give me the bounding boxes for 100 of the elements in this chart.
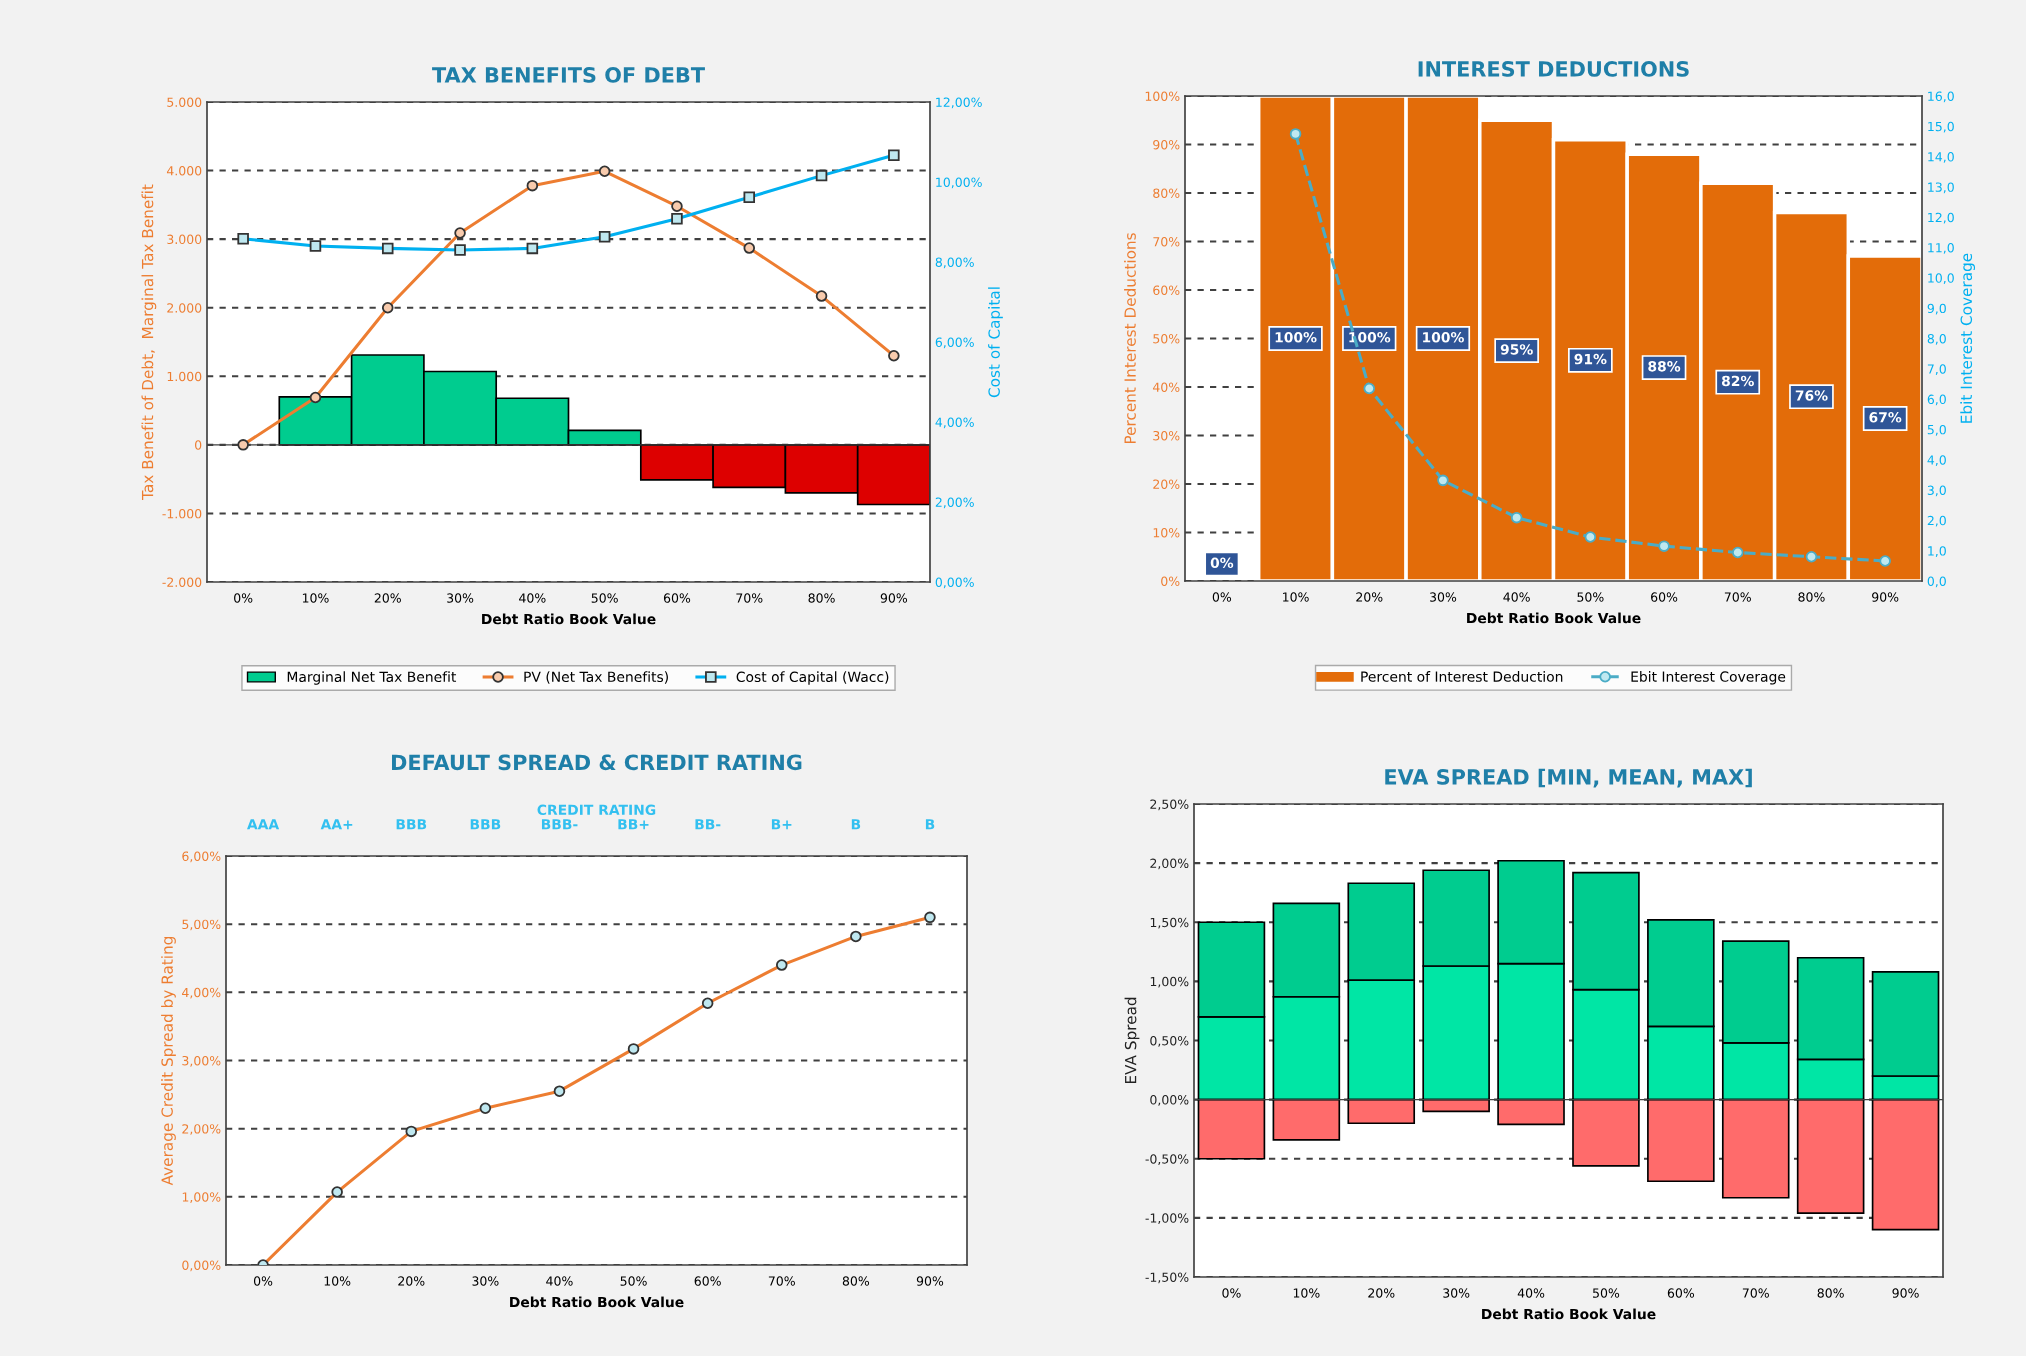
x2-axis-title: CREDIT RATING: [537, 804, 656, 816]
x-tick-label: 30%: [1430, 592, 1457, 602]
y-axis-title: Average Credit Spread by Rating: [161, 936, 176, 1186]
legend-label: Cost of Capital (Wacc): [736, 671, 889, 685]
y-tick-label: 4.000: [166, 166, 202, 176]
text: B: [851, 819, 861, 830]
y2-tick-label: 13,0: [1928, 182, 1954, 194]
y-tick-label: 90%: [1153, 139, 1180, 150]
x-tick-label: 10%: [324, 1276, 351, 1286]
y-tick-label: 0%: [1161, 576, 1180, 586]
y-tick-label: 0,50%: [1150, 1035, 1189, 1047]
chart-title: INTEREST DEDUCTIONS: [1418, 61, 1689, 77]
y-tick-label: 1,50%: [1150, 917, 1189, 929]
x-tick-label: 60%: [663, 593, 691, 603]
data-label: 88%: [1648, 361, 1681, 372]
y2-tick-label: 8,00%: [935, 257, 974, 269]
x-tick-label: 80%: [842, 1276, 870, 1286]
y2-axis-title: Cost of Capital: [988, 287, 1003, 398]
y-tick-label: 1,00%: [182, 1192, 221, 1204]
x-tick-label: 70%: [768, 1276, 795, 1286]
x-tick-label: 70%: [736, 593, 763, 603]
x-tick-label: 10%: [1283, 592, 1309, 602]
y2-tick-label: 6,0: [1927, 394, 1946, 406]
text: AAA: [246, 819, 280, 830]
y-tick-label: -1,00%: [1145, 1213, 1189, 1225]
x-tick-label: 50%: [1577, 592, 1604, 602]
x-tick-label: 40%: [546, 1276, 573, 1286]
y-tick-label: -2.000: [162, 577, 202, 587]
point: [1805, 550, 1818, 563]
data-label: 91%: [1574, 353, 1607, 365]
y2-tick-label: 8,0: [1927, 333, 1946, 345]
data-label: 82%: [1721, 375, 1754, 387]
y2-tick-label: 12,0: [1928, 212, 1954, 224]
x-tick-label: 20%: [374, 593, 401, 603]
y-tick-label: 40%: [1152, 382, 1180, 392]
y-tick-label: 1.000: [167, 371, 202, 382]
x-tick-label: 30%: [447, 593, 474, 603]
x-tick-label: 30%: [472, 1276, 499, 1286]
y2-tick-label: 0,0: [1927, 576, 1946, 588]
text: BBB: [470, 819, 501, 830]
y-tick-label: 0,00%: [182, 1260, 221, 1272]
y-tick-label: 2,00%: [1150, 858, 1189, 870]
point: [1437, 474, 1449, 487]
x-tick-label: 50%: [1593, 1288, 1620, 1298]
text: BBB: [396, 819, 427, 830]
y2-tick-label: 10,00%: [936, 177, 982, 189]
y-tick-label: 3.000: [167, 234, 202, 245]
y2-tick-label: 9,0: [1927, 303, 1946, 315]
x-tick-label: 10%: [302, 593, 329, 603]
y2-tick-label: 6,00%: [935, 337, 974, 349]
y2-tick-label: 0,00%: [935, 577, 974, 589]
y2-tick-label: 2,0: [1927, 515, 1946, 527]
y2-tick-label: 10,0: [1928, 273, 1954, 285]
text: BBB-: [541, 819, 578, 830]
legend-label: Marginal Net Tax Benefit: [287, 671, 457, 685]
x-tick-label: 80%: [808, 593, 835, 603]
y-tick-label: 2.000: [167, 303, 202, 313]
text: Percent of Interest Deduction: [1361, 671, 1563, 682]
x-tick-label: 80%: [1798, 592, 1825, 602]
text: BB+: [618, 819, 649, 830]
y-tick-label: 5.000: [167, 97, 202, 107]
y2-tick-label: 12,00%: [936, 97, 982, 109]
y-tick-label: 6,00%: [182, 851, 221, 863]
y-tick-label: -0,50%: [1145, 1154, 1189, 1165]
chart-title: EVA SPREAD [MIN, MEAN, MAX]: [1385, 768, 1752, 788]
x-tick-label: 40%: [1517, 1288, 1545, 1298]
y-tick-label: 20%: [1153, 479, 1180, 489]
y2-tick-label: 14,0: [1928, 152, 1954, 163]
x-tick-label: 0%: [253, 1276, 273, 1286]
x-tick-label: 40%: [1503, 592, 1530, 602]
y-axis-title: Percent Interest Deductions: [1124, 233, 1136, 444]
x-tick-label: 40%: [519, 593, 546, 603]
text: B: [925, 819, 935, 830]
x-tick-label: 0%: [1212, 592, 1232, 602]
x-axis-title: Debt Ratio Book Value: [482, 613, 656, 625]
y-tick-label: 2,00%: [182, 1124, 221, 1135]
legend-label: PV (Net Tax Benefits): [524, 671, 668, 684]
y-tick-label: 4,00%: [182, 987, 221, 999]
y-axis-title: EVA Spread: [1124, 997, 1140, 1084]
x-axis-title: Debt Ratio Book Value: [1482, 1308, 1656, 1320]
y-tick-label: 30%: [1153, 430, 1180, 441]
point: [1879, 555, 1891, 567]
point: [1289, 128, 1302, 140]
point: [1731, 546, 1744, 559]
x-tick-label: 20%: [1356, 592, 1383, 602]
legend-label: Ebit Interest Coverage: [1631, 671, 1786, 685]
x-tick-label: 50%: [591, 593, 618, 603]
x-tick-label: 30%: [1443, 1288, 1470, 1298]
x-tick-label: 90%: [916, 1276, 944, 1286]
x-tick-label: 60%: [1667, 1288, 1695, 1298]
x-tick-label: 80%: [1817, 1288, 1844, 1298]
x-tick-label: 50%: [620, 1276, 647, 1286]
y-tick-label: 0,00%: [1150, 1095, 1189, 1106]
x-tick-label: 60%: [1651, 592, 1678, 602]
y-tick-label: 3,00%: [182, 1055, 221, 1067]
y-tick-label: -1,50%: [1145, 1272, 1189, 1284]
chart-title: TAX BENEFITS OF DEBT: [432, 67, 705, 83]
y-tick-label: 10%: [1153, 527, 1180, 538]
data-label: 100%: [1275, 332, 1317, 343]
x-tick-label: 70%: [1742, 1288, 1769, 1298]
